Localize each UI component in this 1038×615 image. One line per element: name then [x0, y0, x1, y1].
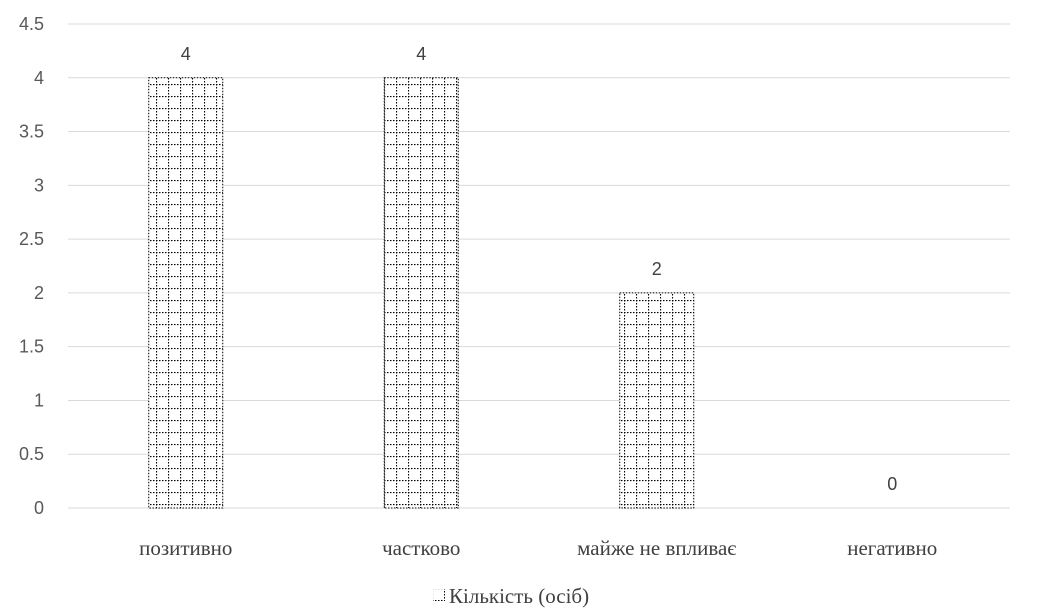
x-axis-ticks: позитивно частково майже не впливає негатив… [139, 536, 937, 560]
legend-label: Кількість (осіб) [449, 584, 589, 608]
bar [148, 77, 224, 509]
y-tick-label: 2.5 [19, 229, 44, 249]
y-tick-label: 4 [34, 68, 44, 88]
x-tick-label: негативно [847, 536, 937, 560]
data-label: 4 [416, 44, 426, 64]
gridlines [68, 23, 1010, 509]
y-tick-label: 3.5 [19, 122, 44, 142]
bar [383, 77, 459, 509]
data-labels: 4 4 2 0 [181, 44, 898, 494]
x-tick-label: позитивно [139, 536, 232, 560]
legend-swatch [433, 589, 445, 601]
bars [148, 77, 695, 509]
x-tick-label: майже не впливає [577, 536, 736, 560]
y-axis-ticks: 0 0.5 1 1.5 2 2.5 3 3.5 4 4.5 [19, 14, 44, 518]
y-tick-label: 1.5 [19, 337, 44, 357]
y-tick-label: 1 [34, 390, 44, 410]
y-tick-label: 3 [34, 175, 44, 195]
y-tick-label: 0.5 [19, 444, 44, 464]
y-tick-label: 0 [34, 498, 44, 518]
x-tick-label: частково [382, 536, 460, 560]
y-tick-label: 4.5 [19, 14, 44, 34]
y-tick-label: 2 [34, 283, 44, 303]
data-label: 2 [652, 259, 662, 279]
legend: Кількість (осіб) [433, 584, 589, 608]
data-label: 4 [181, 44, 191, 64]
bar [619, 292, 695, 509]
data-label: 0 [887, 474, 897, 494]
